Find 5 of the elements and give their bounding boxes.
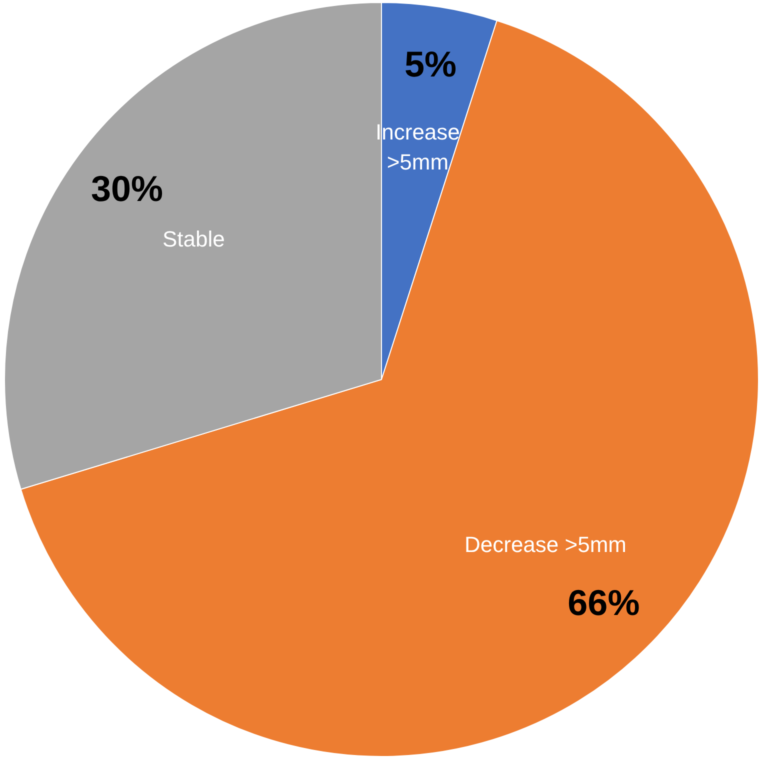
data-label: 66% [568,582,640,624]
data-label: 5% [404,44,457,85]
slice-label: Decrease >5mm [464,532,626,558]
slice-label: Stable [162,226,225,252]
data-label: 30% [91,168,164,209]
